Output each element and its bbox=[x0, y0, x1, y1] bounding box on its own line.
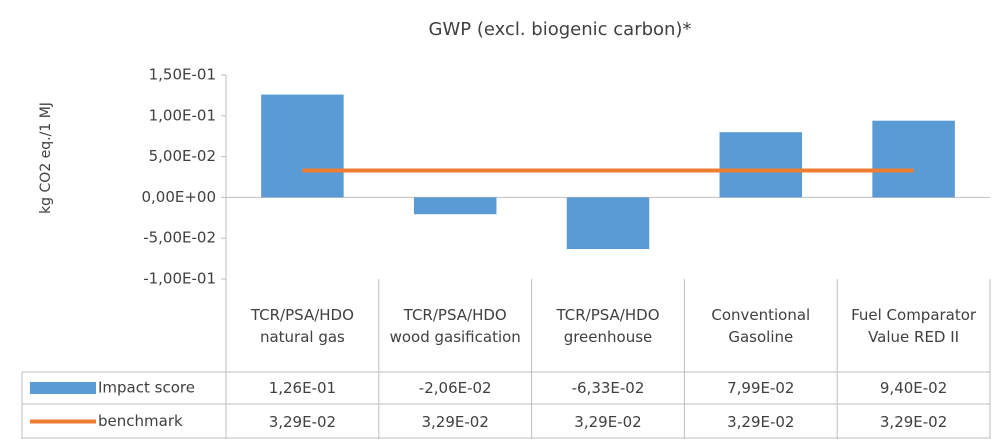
bar bbox=[261, 94, 344, 198]
y-tick-label: 0,00E+00 bbox=[141, 188, 216, 206]
y-tick-label: 1,00E-01 bbox=[149, 106, 216, 124]
data-table-value: 3,29E-02 bbox=[268, 412, 337, 431]
bar bbox=[413, 197, 497, 215]
chart-title: GWP (excl. biogenic carbon)* bbox=[429, 19, 692, 40]
data-table-value: 3,29E-02 bbox=[879, 412, 948, 431]
data-table-value: 9,40E-02 bbox=[879, 379, 948, 397]
x-tick-label: TCR/PSA/HDO wood gasification bbox=[389, 305, 521, 346]
y-tick-label: -5,00E-02 bbox=[143, 229, 216, 247]
data-table-value: -2,06E-02 bbox=[418, 379, 492, 397]
data-table-value: 7,99E-02 bbox=[727, 379, 795, 397]
legend-label: benchmark bbox=[98, 412, 183, 430]
data-table-value: 3,29E-02 bbox=[421, 412, 489, 431]
x-tick-label: Fuel Comparator Value RED II bbox=[851, 305, 977, 346]
data-table-value: 3,29E-02 bbox=[727, 412, 795, 431]
data-table-value: 3,29E-02 bbox=[574, 412, 642, 431]
y-tick-label: 5,00E-02 bbox=[149, 147, 216, 165]
y-axis-label: kg CO2 eq./1 MJ bbox=[38, 102, 54, 214]
y-tick-label: 1,50E-01 bbox=[149, 66, 216, 84]
x-tick-label: Conventional Gasoline bbox=[711, 305, 811, 346]
data-table-value: 1,26E-01 bbox=[268, 379, 337, 397]
x-tick-label: TCR/PSA/HDO greenhouse bbox=[556, 305, 660, 346]
bar bbox=[719, 132, 803, 198]
data-table-value: -6,33E-02 bbox=[571, 379, 645, 397]
bar bbox=[566, 197, 650, 250]
legend-key bbox=[30, 382, 96, 394]
x-tick-label: TCR/PSA/HDO natural gas bbox=[250, 305, 354, 346]
y-tick-label: -1,00E-01 bbox=[143, 270, 216, 288]
bar bbox=[872, 120, 955, 198]
legend-label: Impact score bbox=[98, 379, 195, 397]
